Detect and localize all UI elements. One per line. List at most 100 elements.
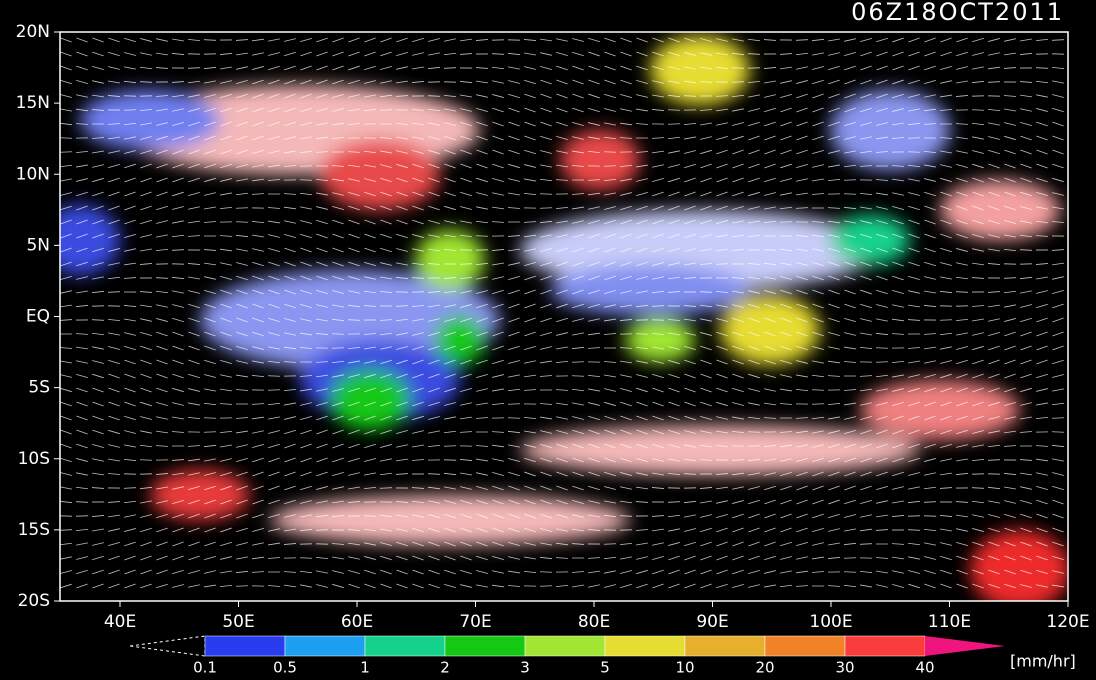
wind-arrow [492,388,504,392]
wind-arrow [1052,472,1064,476]
wind-arrow [252,93,264,99]
wind-arrow [860,388,872,392]
wind-arrow [636,79,648,85]
wind-arrow [219,403,233,405]
wind-arrow [492,178,504,182]
wind-arrow [124,345,136,351]
wind-arrow [108,429,120,435]
wind-arrow [171,53,185,55]
wind-arrow [908,65,920,71]
wind-arrow [267,402,281,406]
wind-arrow [284,402,296,406]
wind-arrow [348,583,360,589]
wind-arrow [108,262,120,266]
wind-arrow [716,527,728,533]
wind-arrow [108,401,120,407]
wind-arrow [971,122,985,126]
wind-arrow [411,459,425,461]
wind-arrow [364,233,376,239]
wind-arrow [364,346,376,350]
wind-arrow [683,95,697,97]
wind-arrow [268,443,280,449]
wind-arrow [603,333,617,335]
wind-arrow [780,388,792,392]
wind-arrow [956,359,968,365]
wind-arrow [860,38,872,42]
wind-arrow [715,473,729,475]
wind-arrow [76,37,88,43]
wind-arrow [540,303,552,309]
wind-arrow [204,527,216,533]
wind-arrow [796,275,808,281]
wind-arrow [348,79,360,85]
wind-arrow [412,555,424,561]
wind-arrow [476,584,488,588]
wind-arrow [860,122,872,126]
wind-arrow [891,360,905,364]
wind-arrow [412,122,424,126]
wind-arrow [428,318,440,322]
wind-arrow [412,444,424,448]
wind-arrow [284,51,296,57]
wind-arrow [1020,220,1032,224]
wind-arrow [940,387,952,393]
wind-arrow [540,248,552,252]
wind-arrow [1003,473,1017,475]
wind-arrow [92,233,104,239]
wind-arrow [668,429,680,435]
wind-arrow [395,123,409,125]
wind-arrow [204,555,216,561]
wind-arrow [908,429,920,435]
wind-arrow [684,150,696,154]
wind-arrow [540,499,552,505]
wind-arrow [876,107,888,113]
wind-arrow [748,584,760,588]
wind-arrow [172,108,184,112]
wind-arrow [76,80,88,84]
wind-arrow [668,164,680,168]
wind-arrow [796,178,808,182]
wind-arrow [188,472,200,476]
wind-arrow [732,569,744,575]
wind-arrow [204,499,216,505]
wind-arrow [220,121,232,127]
wind-arrow [508,93,520,99]
wind-arrow [972,191,984,197]
wind-arrow [716,569,728,575]
wind-arrow [539,556,553,560]
wind-arrow [348,486,360,490]
wind-arrow [268,346,280,350]
wind-arrow [460,373,472,379]
wind-arrow [668,444,680,448]
wind-arrow [428,430,440,434]
wind-arrow [396,514,408,518]
lon-label: 40E [104,612,136,632]
wind-arrow [859,347,873,349]
wind-arrow [892,429,904,435]
wind-arrow [796,66,808,70]
wind-arrow [619,137,633,139]
wind-arrow [427,108,441,112]
wind-arrow [1052,107,1064,113]
wind-arrow [987,108,1001,112]
wind-arrow [587,150,601,154]
wind-arrow [1036,276,1048,280]
wind-arrow [892,261,904,267]
wind-arrow [188,206,200,210]
wind-arrow [540,443,552,449]
wind-arrow [332,79,344,85]
wind-arrow [380,66,392,70]
wind-arrow [956,373,968,379]
wind-arrow [939,515,953,517]
wind-arrow [940,472,952,476]
wind-arrow [923,123,937,125]
wind-arrow [780,513,792,519]
wind-arrow [524,52,536,56]
wind-arrow [220,262,232,266]
wind-arrow [1020,94,1032,98]
wind-arrow [732,38,744,42]
wind-arrow [380,569,392,575]
wind-arrow [412,373,424,379]
wind-arrow [940,164,952,168]
wind-arrow [684,219,696,225]
